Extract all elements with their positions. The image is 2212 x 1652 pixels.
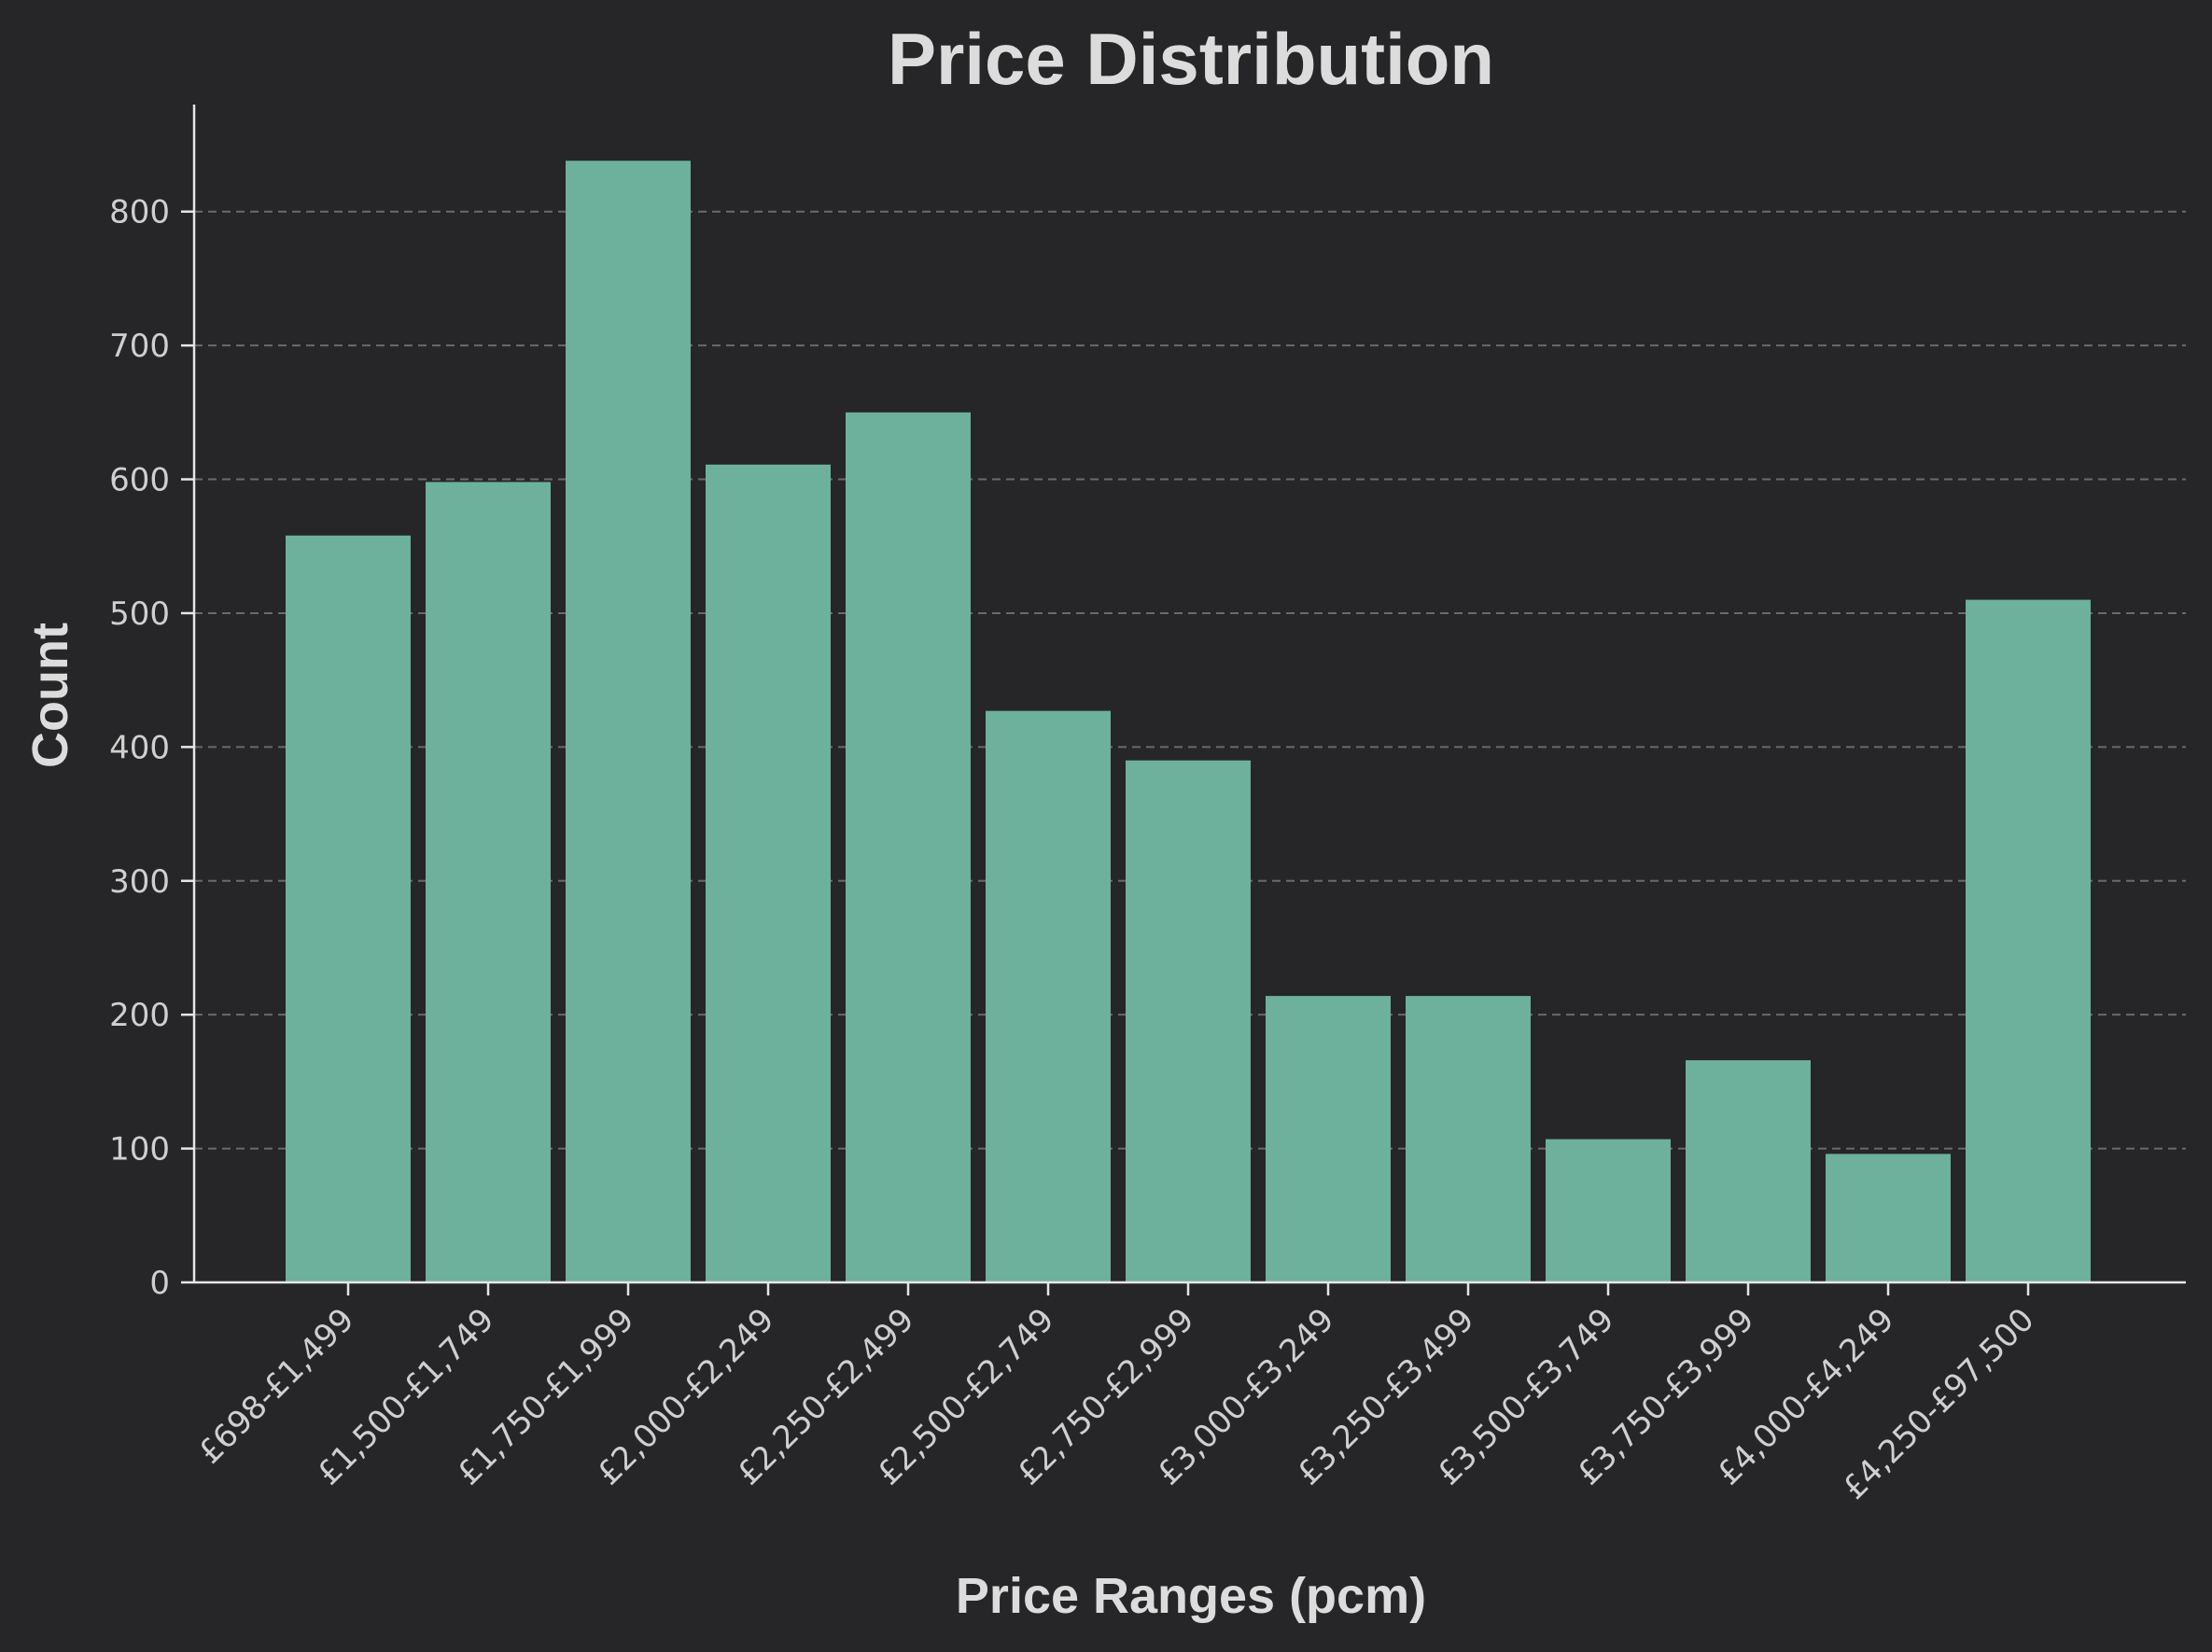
y-tick-label: 0 <box>149 1265 170 1302</box>
y-tick-labels: 0 100 200 300 400 500 600 700 800 <box>109 194 170 1302</box>
y-tick-label: 600 <box>109 462 170 499</box>
y-tick-label: 200 <box>109 997 170 1034</box>
bar <box>706 464 831 1282</box>
bar <box>1406 996 1531 1282</box>
y-tick-label: 100 <box>109 1131 170 1169</box>
chart-title: Price Distribution <box>888 18 1494 100</box>
y-tick-label: 500 <box>109 595 170 633</box>
y-tick-label: 800 <box>109 194 170 231</box>
bar <box>1826 1154 1951 1282</box>
bar <box>986 710 1111 1282</box>
y-tick-label: 700 <box>109 328 170 365</box>
bars <box>286 161 2091 1282</box>
bar <box>1126 760 1251 1282</box>
bar <box>426 482 551 1282</box>
bar <box>1966 599 2091 1282</box>
bar <box>1686 1059 1811 1282</box>
bar <box>846 412 971 1282</box>
bar <box>286 535 411 1282</box>
axes <box>181 105 2186 1295</box>
x-axis-label: Price Ranges (pcm) <box>956 1568 1426 1624</box>
y-axis-label: Count <box>22 623 78 768</box>
y-tick-label: 300 <box>109 863 170 901</box>
y-tick-label: 400 <box>109 729 170 766</box>
bar <box>1266 996 1391 1282</box>
bar <box>566 161 691 1282</box>
x-tick-labels: £698-£1,499£1,500-£1,749£1,750-£1,999£2,… <box>191 1301 2041 1507</box>
bar <box>1546 1139 1671 1282</box>
